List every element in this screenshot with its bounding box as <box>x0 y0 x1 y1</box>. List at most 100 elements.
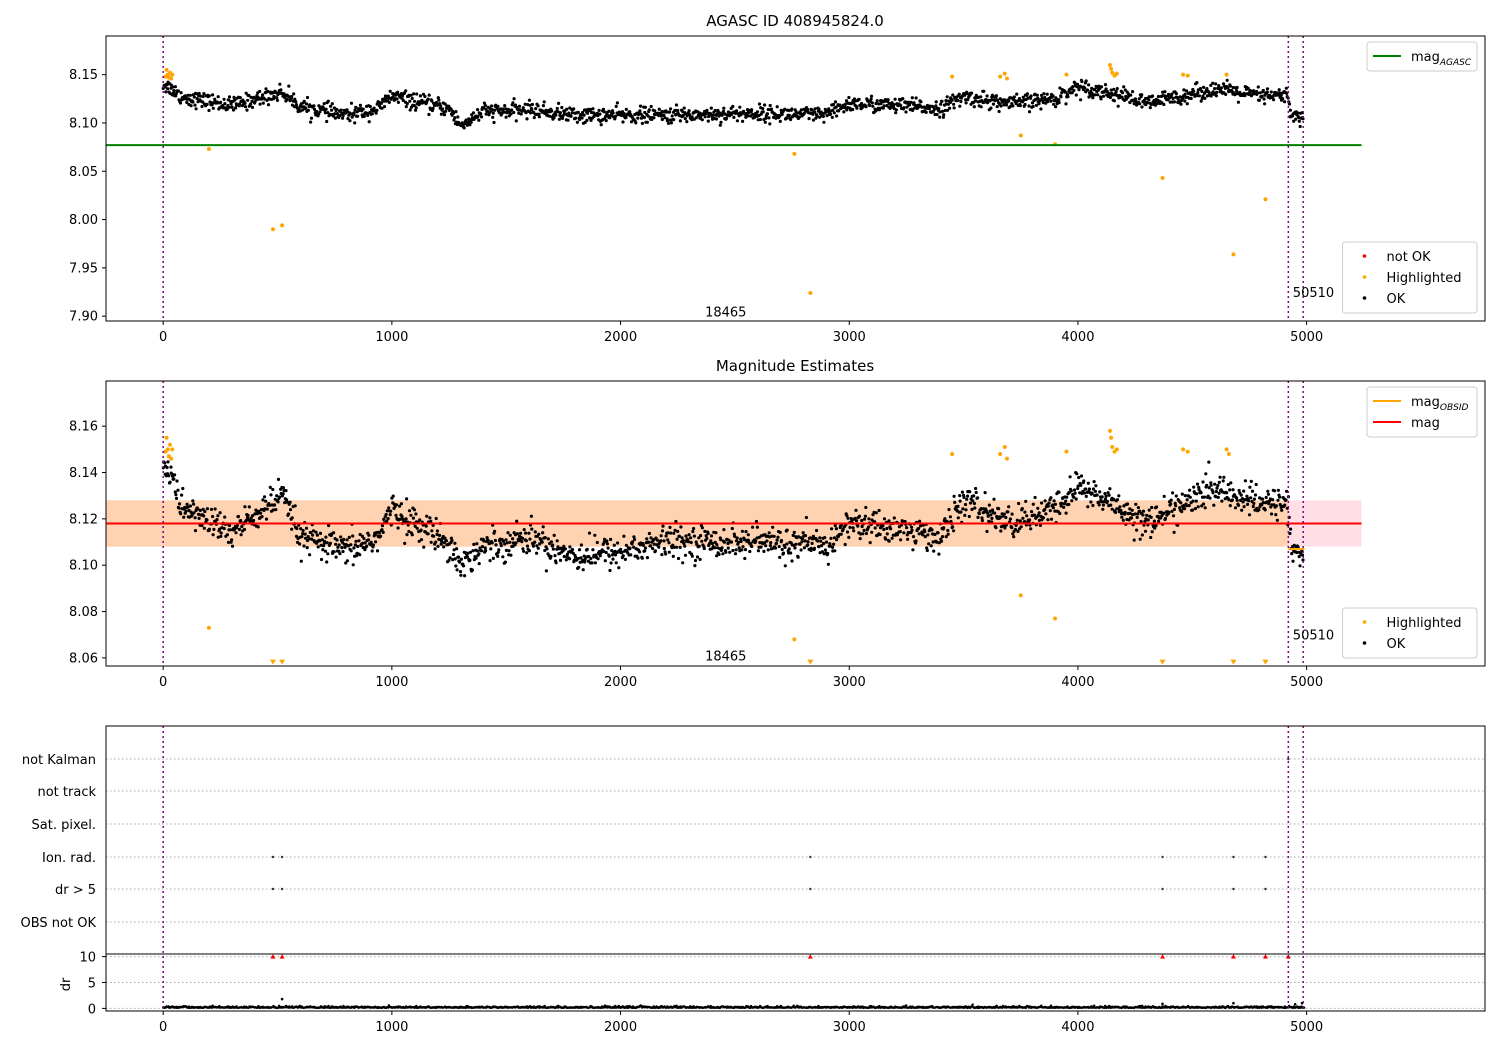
ok-point <box>689 536 693 540</box>
ok-point <box>455 568 459 572</box>
ok-point <box>645 556 650 560</box>
ok-point <box>854 519 859 523</box>
ok-point <box>1235 89 1239 93</box>
ok-point <box>1188 488 1192 492</box>
ok-point <box>1044 512 1048 516</box>
ok-point <box>301 528 305 533</box>
ok-point <box>1217 84 1221 88</box>
ok-point <box>854 508 858 512</box>
ok-point <box>396 526 400 530</box>
ok-point <box>339 108 343 112</box>
ok-point <box>165 83 169 87</box>
ok-point <box>670 546 674 550</box>
ok-point <box>1125 502 1130 506</box>
ok-point <box>984 509 988 513</box>
ok-point <box>743 556 747 561</box>
ok-point <box>218 511 222 515</box>
ok-point <box>613 117 617 121</box>
ok-point <box>943 517 947 521</box>
ok-point <box>914 539 918 543</box>
ok-point <box>662 539 666 543</box>
ok-point <box>1054 105 1058 109</box>
ok-point <box>741 119 745 123</box>
ok-point <box>387 506 391 510</box>
ok-point <box>794 542 798 546</box>
ok-point <box>946 528 950 533</box>
highlighted-point <box>168 442 173 447</box>
ok-point <box>354 105 358 109</box>
ok-point <box>677 534 682 538</box>
ok-point <box>489 547 493 551</box>
y-tick-label: 8.10 <box>69 559 98 574</box>
ok-point <box>605 539 609 543</box>
ok-point <box>834 527 839 531</box>
ok-point <box>235 524 239 528</box>
ok-point <box>912 101 916 105</box>
ok-point <box>332 550 336 554</box>
ok-point <box>1287 102 1291 106</box>
ok-point <box>279 88 283 92</box>
ok-point <box>864 505 868 510</box>
ok-point <box>469 120 473 124</box>
ok-point <box>621 120 625 124</box>
ok-point <box>542 100 546 104</box>
ok-point <box>852 529 856 533</box>
ok-point <box>671 554 675 559</box>
ok-point <box>754 519 759 524</box>
ok-point <box>546 537 550 541</box>
ok-point <box>560 116 565 120</box>
ok-point <box>431 523 435 528</box>
ok-point <box>249 102 253 106</box>
ok-point <box>923 530 927 534</box>
ok-point <box>1072 88 1076 92</box>
ok-point <box>227 523 232 528</box>
ok-point <box>831 102 836 107</box>
ok-point <box>175 479 179 483</box>
ok-point <box>238 102 242 106</box>
ok-point <box>1037 511 1041 515</box>
ok-point <box>1178 506 1182 510</box>
ok-point <box>1150 94 1155 98</box>
ok-point <box>578 117 582 122</box>
ok-point <box>314 530 318 534</box>
ok-point <box>1060 501 1064 505</box>
ok-point <box>935 540 939 544</box>
ok-point <box>172 89 176 93</box>
ok-point <box>796 535 801 539</box>
ok-point <box>1214 82 1218 86</box>
ok-point <box>825 114 829 118</box>
ok-point <box>1093 489 1097 493</box>
ok-point <box>1252 501 1256 505</box>
ok-point <box>198 94 202 98</box>
ok-point <box>892 516 896 520</box>
x-tick-label: 1000 <box>375 330 408 345</box>
ok-point <box>990 516 994 521</box>
ok-point <box>681 113 685 118</box>
ok-point <box>614 104 618 108</box>
ok-point <box>178 101 183 105</box>
ok-point <box>1249 479 1253 483</box>
ok-point <box>334 555 338 559</box>
ok-point <box>191 499 195 503</box>
highlighted-clipped-point <box>269 659 276 665</box>
highlighted-point <box>1053 616 1058 621</box>
ok-point <box>521 106 525 110</box>
ok-point <box>309 120 313 124</box>
ok-point <box>452 548 456 552</box>
dr-tick-label: 0 <box>88 1002 96 1017</box>
ok-point <box>833 549 837 553</box>
ok-point <box>827 107 831 111</box>
ok-point <box>602 549 606 554</box>
ok-point <box>649 536 653 540</box>
ok-point <box>1252 497 1256 501</box>
ok-point <box>845 530 850 534</box>
ok-point <box>554 561 558 565</box>
ok-point <box>740 548 744 552</box>
y-tick-label: 7.90 <box>69 310 98 325</box>
ok-point <box>844 99 849 103</box>
ok-point <box>947 507 951 512</box>
ok-point <box>1022 520 1027 524</box>
ok-point <box>324 107 328 111</box>
ok-point <box>1167 92 1171 96</box>
flag-row-label: dr > 5 <box>55 883 96 898</box>
